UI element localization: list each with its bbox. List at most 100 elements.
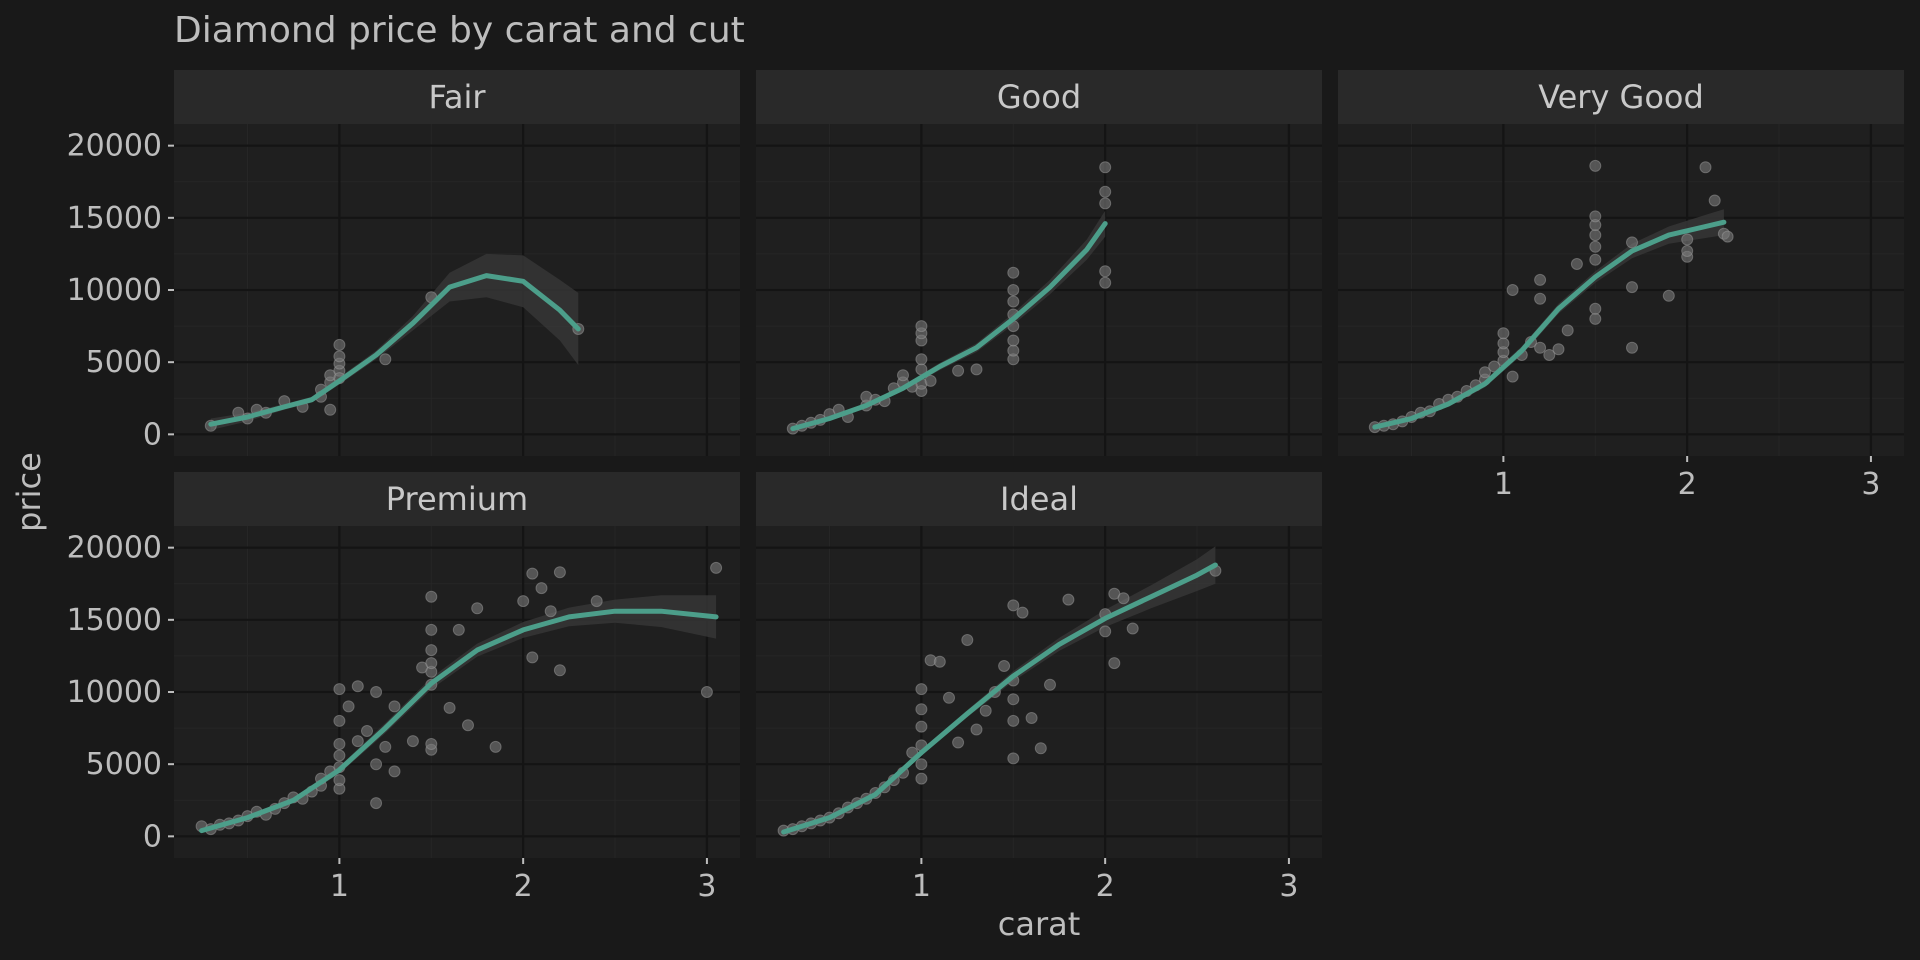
strip-fair	[174, 70, 740, 124]
data-point	[915, 320, 928, 333]
data-point	[1589, 210, 1602, 223]
strip-label-ideal: Ideal	[1000, 480, 1078, 518]
data-point	[351, 735, 364, 748]
points-good	[786, 161, 1112, 435]
data-point	[1506, 284, 1519, 296]
data-point	[1552, 343, 1565, 356]
data-point	[1025, 712, 1038, 724]
strip-label-good: Good	[997, 78, 1081, 116]
x-axis-title: carat	[998, 905, 1081, 943]
data-point	[526, 651, 539, 664]
x-tick-label: 1	[912, 869, 931, 904]
panel-fair: Fair 0 5000 10000 15000 20000	[67, 70, 740, 456]
data-point	[1662, 289, 1675, 302]
strip-ideal	[756, 472, 1322, 526]
data-point	[1626, 236, 1638, 249]
data-point	[553, 566, 566, 579]
smooth-line-ideal	[781, 562, 1218, 835]
data-point	[1534, 273, 1547, 286]
data-point	[1034, 742, 1047, 755]
data-point	[590, 595, 603, 608]
strip-label-very-good: Very Good	[1538, 78, 1704, 116]
data-point	[970, 723, 983, 736]
data-point	[1488, 360, 1501, 373]
y-tick-label: 5000	[86, 345, 162, 380]
data-point	[1534, 341, 1547, 354]
data-point	[1126, 622, 1139, 635]
data-point	[1561, 324, 1574, 337]
data-point	[1099, 265, 1112, 278]
data-point	[1062, 593, 1075, 606]
y-tick-label: 10000	[67, 675, 162, 710]
data-point	[425, 738, 438, 750]
data-point	[1681, 245, 1694, 257]
data-point	[1479, 366, 1491, 379]
data-point	[1589, 229, 1602, 242]
data-point	[452, 623, 465, 636]
data-point	[1007, 599, 1020, 612]
data-point	[333, 338, 346, 351]
data-point	[1589, 240, 1602, 253]
data-point	[897, 369, 909, 382]
data-point	[915, 758, 928, 771]
data-point	[943, 691, 955, 704]
x-tick-label: 2	[1678, 467, 1697, 502]
data-point	[370, 686, 383, 698]
strip-good	[756, 70, 1322, 124]
data-point	[1099, 197, 1112, 210]
data-point	[361, 725, 373, 737]
data-point	[1108, 657, 1121, 670]
data-point	[333, 350, 346, 363]
data-point	[1589, 302, 1602, 315]
data-point	[489, 740, 502, 753]
smooth-line-fair	[208, 273, 581, 427]
data-point	[915, 703, 928, 716]
data-point	[1543, 349, 1556, 361]
data-point	[915, 353, 928, 366]
strip-label-premium: Premium	[386, 480, 528, 518]
data-point	[553, 664, 566, 677]
data-point	[544, 605, 557, 618]
y-tick-label: 15000	[67, 201, 162, 236]
data-point	[1506, 370, 1519, 383]
data-point	[1016, 606, 1029, 619]
panel-premium: Premium 0 5000 10000 15000 20000 1 2 3	[67, 472, 740, 904]
data-point	[370, 797, 383, 810]
data-point	[370, 758, 383, 771]
y-tick-label: 20000	[67, 129, 162, 164]
data-point	[1699, 161, 1712, 174]
data-point	[379, 353, 392, 366]
strip-label-fair: Fair	[428, 78, 486, 116]
data-point	[333, 749, 346, 762]
x-tick-label: 2	[1096, 869, 1115, 904]
data-point	[443, 701, 456, 714]
data-point	[1589, 159, 1602, 172]
x-tick-label: 3	[697, 869, 716, 904]
data-point	[388, 765, 401, 778]
chart-title: Diamond price by carat and cut	[174, 10, 745, 51]
smooth-line-very-good	[1372, 219, 1727, 430]
data-point	[1099, 276, 1112, 289]
data-point	[379, 740, 392, 753]
data-point	[425, 644, 438, 657]
data-point	[1007, 295, 1020, 308]
data-point	[961, 634, 974, 646]
strip-premium	[174, 472, 740, 526]
data-point	[710, 561, 723, 574]
data-point	[1708, 194, 1721, 207]
smooth-line-good	[790, 221, 1108, 432]
major-grid-ideal	[756, 526, 1322, 858]
data-point	[324, 403, 337, 416]
data-point	[1497, 337, 1510, 350]
data-point	[388, 700, 401, 713]
data-point	[952, 736, 965, 749]
data-point	[979, 704, 992, 717]
panel-ideal: Ideal 1 2 3	[756, 472, 1322, 904]
data-point	[924, 374, 937, 387]
y-tick-label: 15000	[67, 603, 162, 638]
x-tick-label: 3	[1861, 467, 1880, 502]
data-point	[1099, 161, 1112, 174]
data-point	[1721, 230, 1734, 243]
